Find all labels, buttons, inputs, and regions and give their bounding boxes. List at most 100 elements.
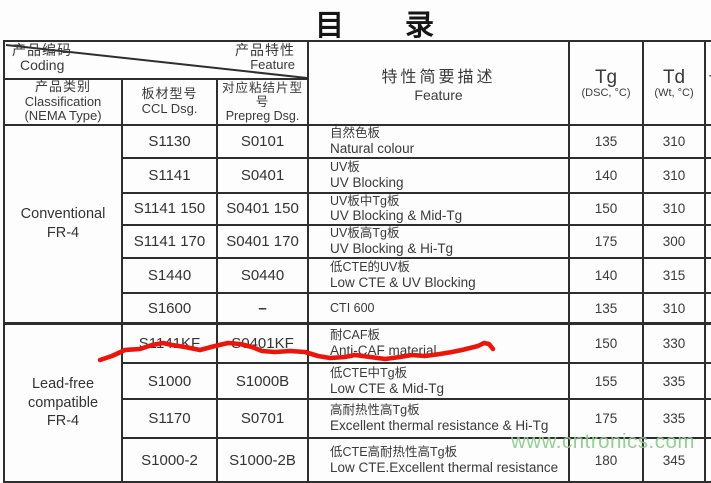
header-row-top: 产品编码 Coding 产品特性 Feature 特性简要描述 Feature …: [2, 40, 711, 126]
cutoff-header-hint: T: [709, 72, 711, 93]
table-row: Lead-free compatible FR-4 S1141KF S0401K…: [3, 321, 711, 483]
tg-cell: 175: [568, 398, 645, 440]
tg-cell: 140: [568, 156, 645, 194]
tg-cell: 150: [568, 321, 645, 365]
prepreg-cell: S0701: [215, 398, 310, 440]
td-cell: 335: [642, 362, 707, 401]
feature-zh: UV板: [330, 159, 360, 174]
td-cell: 330: [642, 321, 707, 365]
coding-header-en: Coding: [20, 56, 65, 73]
ccl-cell: S1000-2: [121, 437, 218, 483]
feature-corner-en: Feature: [250, 56, 296, 72]
feature-en: UV Blocking & Mid-Tg: [330, 208, 463, 224]
table-row: S1600 – CTI 600 135 310: [4, 292, 711, 325]
feature-en: Low CTE & UV Blocking: [330, 275, 476, 291]
feature-zh: UV板高Tg板: [330, 226, 400, 241]
feature-desc-zh: 特性简要描述: [381, 68, 496, 86]
scanned-datasheet-page: { "page_title": "目 录", "watermark": "www…: [2, 10, 711, 483]
tg-column-header: Tg (DSC, °C): [568, 40, 645, 126]
feature-cell: 低CTE中Tg板 Low CTE & Mid-Tg: [310, 365, 567, 397]
group-label-line: FR-4: [46, 413, 80, 430]
td-column-header: Td (Wt, °C): [642, 40, 707, 126]
diagonal-header-cell: 产品编码 Coding 产品特性 Feature: [2, 40, 310, 80]
feature-zh: UV板中Tg板: [330, 193, 400, 208]
td-cell: 300: [642, 224, 707, 260]
prepreg-zh: 对应粘结片型号: [222, 80, 304, 109]
feature-cell: 高耐热性高Tg板 Excellent thermal resistance & H…: [310, 403, 567, 434]
feature-corner-header: 产品特性 Feature: [235, 43, 295, 71]
table-row: S1440 S0440 低CTE的UV板 Low CTE & UV Blockin…: [4, 257, 711, 295]
cutoff-cell: [704, 362, 711, 401]
feature-cell: 低CTE的UV板 Low CTE & UV Blocking: [310, 260, 567, 291]
ccl-header: 板材型号 CCL Dsg.: [121, 78, 218, 126]
table-row: S1141 S0401 UV板 UV Blocking 140 310: [4, 156, 711, 194]
group-label-line: compatible: [27, 394, 99, 411]
tg-label: Tg: [594, 66, 618, 88]
feature-corner-zh: 产品特性: [235, 42, 296, 58]
prepreg-cell: –: [215, 292, 310, 325]
tg-cell: 140: [568, 257, 645, 295]
coding-header: 产品编码 Coding: [12, 43, 72, 72]
feature-en: Natural colour: [330, 140, 415, 156]
cutoff-column-header: T: [704, 40, 711, 126]
table-row: S1000 S1000B 低CTE中Tg板 Low CTE & Mid-Tg 15…: [4, 362, 711, 401]
cutoff-cell: [704, 321, 711, 365]
prepreg-cell: S0401 170: [215, 224, 310, 260]
ccl-en: CCL Dsg.: [141, 100, 198, 116]
prepreg-en: Prepreg Dsg.: [225, 108, 300, 123]
cutoff-cell: [704, 156, 711, 194]
td-unit: (Wt, °C): [654, 86, 694, 99]
ccl-cell: S1141KF: [121, 321, 218, 365]
cutoff-cell: [704, 224, 711, 260]
td-cell: 310: [642, 191, 707, 227]
cutoff-cell: [704, 257, 711, 295]
diagonal-divider-line: [6, 44, 307, 77]
feature-zh: 低CTE的UV板: [330, 260, 410, 275]
td-label: Td: [662, 66, 686, 88]
feature-cell: UV板高Tg板 UV Blocking & Hi-Tg: [310, 226, 567, 256]
feature-en: UV Blocking: [330, 174, 404, 190]
prepreg-cell: S0401KF: [215, 321, 310, 365]
cutoff-cell: [704, 123, 711, 159]
ccl-cell: S1141 150: [121, 191, 218, 227]
watermark-text: www.cntronics.com: [511, 430, 695, 453]
page-title: 目 录: [314, 10, 436, 42]
tg-cell: 175: [568, 224, 645, 260]
prepreg-cell: S0401 150: [215, 191, 310, 227]
classification-note: (NEMA Type): [24, 108, 102, 124]
table-row: S1170 S0701 高耐热性高Tg板 Excellent thermal re…: [4, 398, 711, 440]
ccl-cell: S1130: [121, 123, 218, 159]
feature-description-header: 特性简要描述 Feature: [307, 40, 571, 126]
ccl-cell: S1000: [121, 362, 218, 401]
feature-cell: 自然色板 Natural colour: [310, 127, 567, 156]
table-row: Conventional FR-4 S1130 S0101 自然色板 Natura…: [3, 123, 711, 325]
classification-zh: 产品类别: [34, 79, 91, 94]
td-cell: 310: [642, 156, 707, 194]
table-row: S1141 150 S0401 150 UV板中Tg板 UV Blocking &…: [4, 191, 711, 227]
ccl-cell: S1600: [121, 292, 218, 325]
td-cell: 315: [642, 257, 707, 295]
prepreg-cell: S0401: [215, 156, 310, 194]
feature-zh: 低CTE中Tg板: [330, 365, 408, 380]
tg-unit: (DSC, °C): [581, 86, 631, 99]
cutoff-cell: [704, 191, 711, 227]
feature-cell: UV板中Tg板 UV Blocking & Mid-Tg: [310, 193, 567, 224]
td-cell: 310: [642, 123, 707, 159]
classification-en: Classification: [24, 93, 102, 109]
coding-header-zh: 产品编码: [12, 42, 72, 58]
group-label-line: FR-4: [46, 224, 80, 241]
feature-en: Low CTE & Mid-Tg: [330, 380, 445, 396]
ccl-cell: S1440: [121, 257, 218, 295]
feature-zh: 低CTE高耐热性高Tg板: [330, 444, 458, 459]
ccl-cell: S1141 170: [121, 224, 218, 260]
feature-en: Excellent thermal resistance & Hi-Tg: [330, 418, 549, 434]
cutoff-cell: [704, 437, 711, 483]
header-row-sub: 产品类别 Classification (NEMA Type) 板材型号 CCL…: [3, 78, 711, 126]
prepreg-cell: S1000B: [215, 362, 310, 401]
cutoff-cell: [704, 398, 711, 440]
td-cell: 335: [642, 398, 707, 440]
feature-en: Low CTE.Excellent thermal resistance: [330, 459, 559, 475]
feature-zh: 耐CAF板: [330, 328, 381, 343]
ccl-zh: 板材型号: [141, 86, 198, 102]
tg-cell: 155: [568, 362, 645, 401]
